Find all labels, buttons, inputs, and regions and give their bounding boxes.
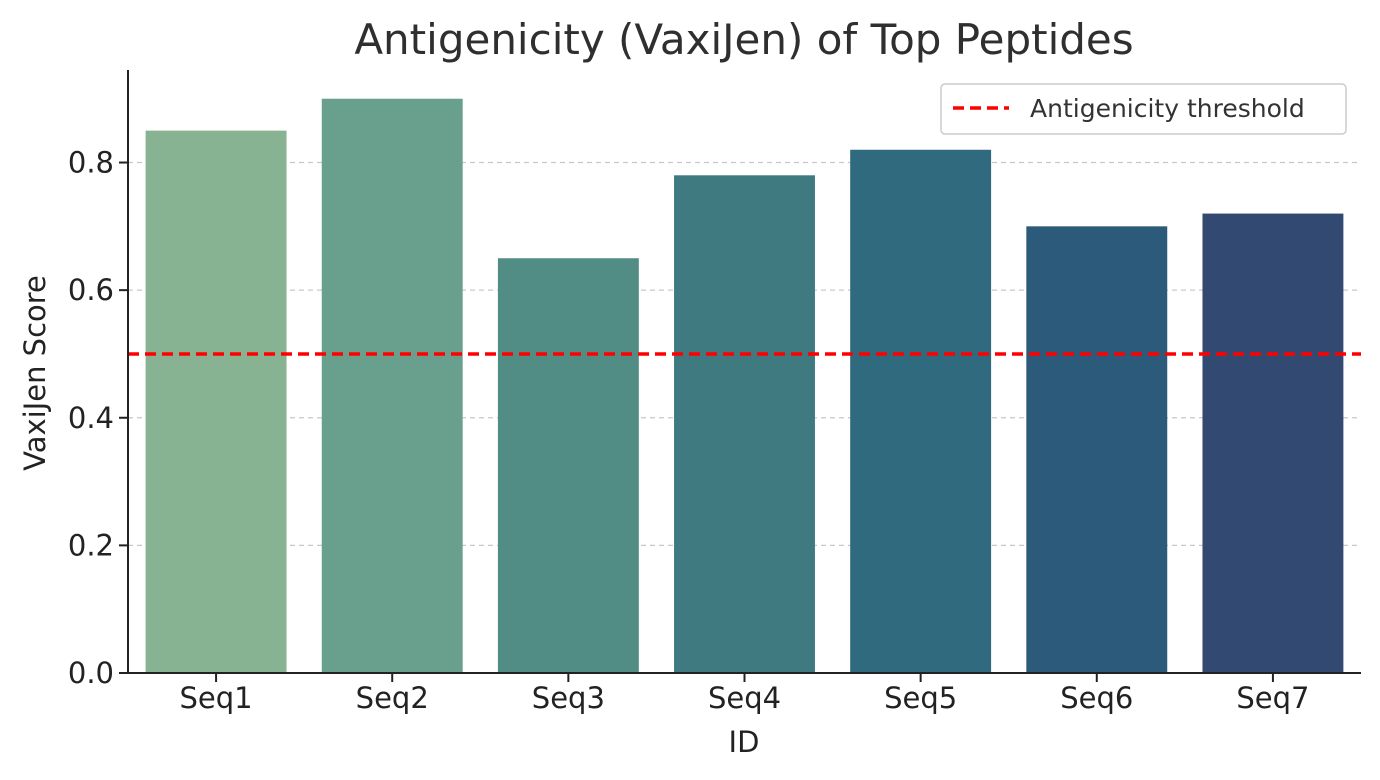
- x-tick-label: Seq1: [180, 681, 253, 715]
- y-tick-label: 0.6: [68, 273, 114, 307]
- chart-title: Antigenicity (VaxiJen) of Top Peptides: [354, 15, 1133, 64]
- x-tick-label: Seq6: [1060, 681, 1133, 715]
- bar-seq3: [497, 258, 639, 673]
- y-axis-ticks: 0.0 0.2 0.4 0.6 0.8: [68, 146, 128, 690]
- bar-seq2: [321, 98, 463, 673]
- bar-seq4: [674, 175, 815, 674]
- legend-threshold-label: Antigenicity threshold: [1030, 94, 1305, 123]
- bar-seq5: [850, 149, 992, 673]
- y-tick-label: 0.8: [68, 146, 114, 180]
- legend: Antigenicity threshold: [940, 83, 1347, 135]
- bar-seq1: [145, 130, 287, 674]
- x-axis-ticks: Seq1 Seq2 Seq3 Seq4 Seq5 Seq6 Seq7: [180, 673, 1309, 715]
- x-tick-label: Seq2: [356, 681, 429, 715]
- bar-seq6: [1026, 226, 1168, 674]
- legend-box: [940, 83, 1347, 135]
- x-tick-label: Seq3: [532, 681, 605, 715]
- y-tick-label: 0.2: [68, 528, 114, 562]
- y-tick-label: 0.0: [68, 656, 114, 690]
- x-tick-label: Seq5: [884, 681, 957, 715]
- y-tick-label: 0.4: [68, 401, 114, 435]
- bars: [145, 98, 1344, 674]
- x-tick-label: Seq4: [708, 681, 781, 715]
- bar-seq7: [1202, 213, 1344, 674]
- y-axis-label: VaxiJen Score: [18, 275, 52, 471]
- x-tick-label: Seq7: [1236, 681, 1309, 715]
- x-axis-label: ID: [729, 725, 760, 759]
